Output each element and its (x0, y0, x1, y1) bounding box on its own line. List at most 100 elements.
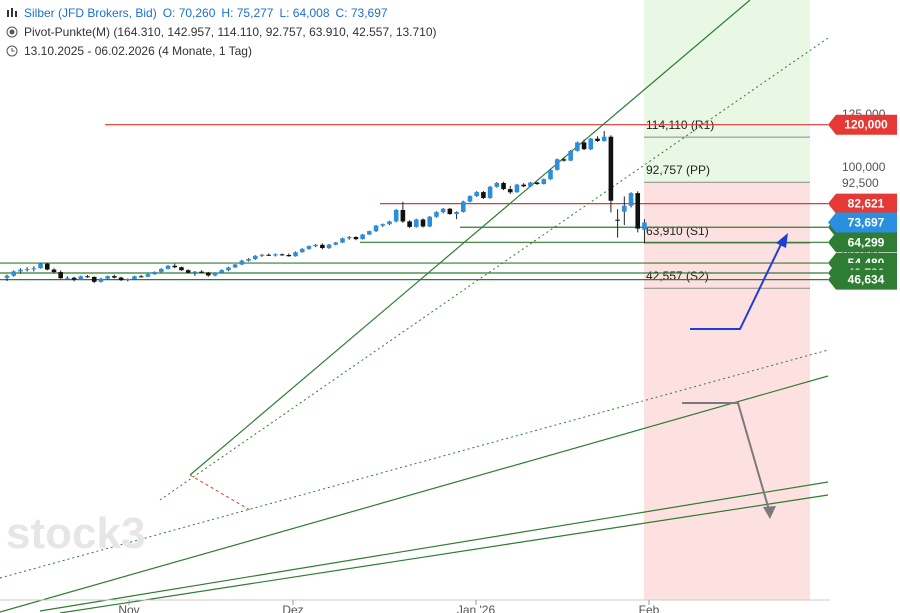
candle-body (306, 246, 312, 249)
candle-body (601, 136, 607, 141)
candle-body (98, 278, 104, 282)
gray-arrow-head (763, 506, 776, 519)
close-value: C: 73,697 (335, 6, 388, 20)
indicator-label[interactable]: Pivot-Punkte(M) (164.310, 142.957, 114.1… (24, 25, 437, 39)
x-tick-label: Dez (282, 603, 303, 613)
blue-target-arrow (690, 239, 784, 330)
candle-body (293, 252, 298, 257)
y-tick-label: 100,000 (842, 160, 886, 174)
pivot-label-1: 92,757 (PP) (646, 163, 710, 177)
candle-body (353, 237, 359, 240)
pivot-label-3: 42,557 (S2) (646, 269, 709, 283)
instrument-header: Silber (JFD Brokers, Bid) O: 70,260 H: 7… (6, 6, 388, 20)
date-range[interactable]: 13.10.2025 - 06.02.2026 (4 Monate, 1 Tag… (24, 44, 252, 58)
level-tag-0-bg (828, 114, 897, 135)
candle-body (561, 159, 567, 161)
candle-body (145, 274, 151, 277)
candle-body (380, 224, 386, 226)
candle-body (266, 254, 271, 256)
candle-body (246, 259, 251, 261)
candle-body (434, 212, 439, 217)
candle-body (239, 260, 245, 265)
candle-body (58, 272, 63, 279)
candle-body (360, 234, 365, 240)
x-tick-label: Nov (118, 603, 139, 613)
channel-mid-line (159, 37, 829, 501)
candle-body (78, 276, 84, 280)
candle-body (326, 244, 332, 249)
candle-body (521, 184, 526, 187)
indicator-row: Pivot-Punkte(M) (164.310, 142.957, 114.1… (6, 25, 437, 39)
candle-body (615, 219, 620, 221)
candle-body (179, 267, 184, 271)
candle-body (635, 193, 641, 229)
candle-body (112, 276, 117, 278)
candle-body (460, 201, 466, 212)
low-value: L: 64,008 (279, 6, 330, 20)
candle-body (487, 186, 493, 198)
level-tag-1: 82,621 (848, 197, 885, 211)
candle-body (44, 263, 50, 270)
gray-target-arrow (682, 402, 770, 511)
instrument-title[interactable]: Silber (JFD Brokers, Bid) (24, 6, 157, 20)
candle-body (259, 254, 265, 256)
candle-body (71, 277, 77, 280)
candle-body (340, 238, 345, 243)
candle-body (575, 142, 580, 151)
last-price-tag-bg (828, 212, 897, 233)
candle-body (642, 222, 647, 230)
x-tick-label: Feb (639, 603, 660, 613)
level-tag-1-bg (828, 193, 897, 214)
pivot-zones: 114,110 (R1)92,757 (PP)63,910 (S1)42,557… (644, 0, 810, 600)
candlestick-icon (6, 7, 18, 19)
level-tag-6: 46,634 (848, 273, 885, 287)
level-tag-0: 120,000 (844, 118, 888, 132)
channel-lower-line (0, 349, 829, 579)
blue-arrow-head (776, 233, 788, 248)
candle-body (333, 242, 339, 245)
candle-body (588, 138, 594, 150)
open-value: O: 70,260 (162, 6, 216, 20)
radio-dot-icon[interactable] (6, 26, 18, 38)
candle-body (427, 216, 433, 227)
candle-body (387, 221, 392, 225)
candle-body (554, 159, 560, 170)
range-row: 13.10.2025 - 06.02.2026 (4 Monate, 1 Tag… (6, 44, 252, 58)
resistance-zone (644, 0, 810, 183)
candle-body (467, 196, 473, 202)
swing-line (189, 474, 251, 511)
candle-body (299, 248, 305, 253)
candle-body (507, 189, 513, 193)
candle-body (420, 219, 426, 227)
candle-body (581, 142, 587, 150)
candle-body (165, 265, 171, 269)
candle-body (91, 276, 97, 282)
candle-body (38, 263, 43, 269)
candle-body (118, 277, 124, 281)
y-tick-label: 92,500 (842, 176, 879, 190)
candle-body (105, 276, 110, 279)
candle-body (440, 208, 446, 213)
candle-body (514, 184, 520, 193)
level-tag-3: 64,299 (848, 235, 885, 249)
candle-body (407, 221, 412, 227)
candle-body (212, 272, 218, 276)
candle-body (595, 138, 600, 141)
channel-upper-line (189, 0, 751, 476)
candle-body (132, 276, 137, 280)
candle-body (393, 210, 399, 222)
candle-body (548, 169, 553, 180)
candle-body (534, 182, 540, 185)
high-value: H: 75,277 (221, 6, 274, 20)
candle-body (18, 269, 23, 272)
candle-body (185, 270, 191, 273)
candle-body (474, 192, 479, 197)
candles (4, 131, 647, 284)
candle-body (252, 255, 258, 260)
candle-body (24, 269, 30, 271)
candle-body (11, 271, 17, 276)
trend-lines (0, 0, 829, 613)
candle-body (219, 270, 225, 273)
candle-body (528, 182, 533, 187)
